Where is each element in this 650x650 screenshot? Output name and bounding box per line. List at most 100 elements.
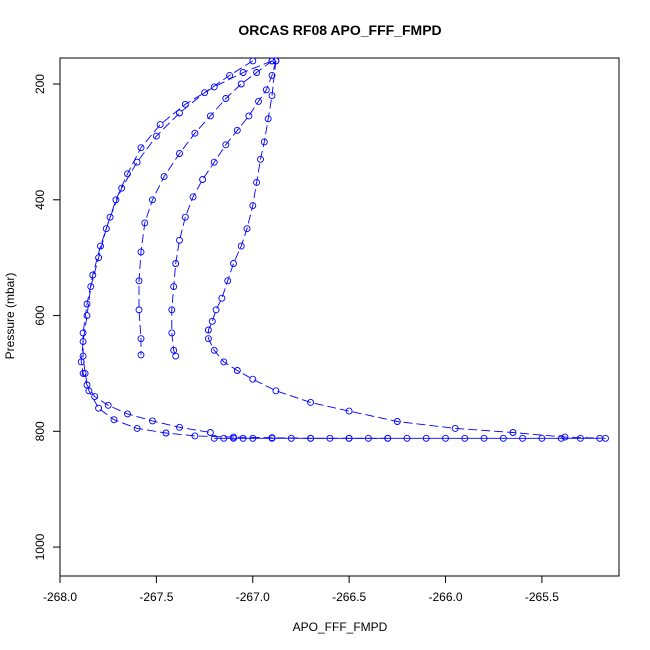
x-tick-label: -266.5 bbox=[332, 590, 366, 604]
data-point bbox=[176, 150, 183, 157]
data-point bbox=[141, 219, 149, 227]
data-point bbox=[168, 306, 176, 314]
data-point bbox=[210, 83, 218, 91]
data-point bbox=[112, 196, 120, 204]
data-point bbox=[201, 89, 209, 97]
data-point bbox=[509, 429, 517, 436]
data-point bbox=[403, 434, 411, 442]
x-axis: -268.0 -267.5 -267.0 -266.5 -266.0 -265.5 bbox=[43, 576, 559, 604]
data-point bbox=[137, 335, 145, 343]
data-point bbox=[104, 401, 112, 409]
data-point bbox=[137, 144, 145, 152]
y-axis-label: Pressure (mbar) bbox=[3, 273, 17, 360]
y-tick-label: 1000 bbox=[33, 533, 47, 560]
data-point bbox=[83, 312, 91, 320]
data-point bbox=[596, 434, 604, 442]
y-tick-label: 600 bbox=[33, 305, 47, 325]
data-point bbox=[576, 434, 584, 442]
data-point bbox=[91, 393, 99, 401]
series-line bbox=[82, 60, 388, 439]
data-point bbox=[160, 173, 168, 181]
data-point bbox=[224, 277, 232, 285]
data-point bbox=[226, 71, 234, 79]
data-point bbox=[124, 410, 131, 418]
data-point bbox=[268, 57, 276, 65]
data-point bbox=[268, 92, 276, 100]
data-point bbox=[135, 306, 143, 314]
data-point bbox=[222, 95, 230, 102]
data-point bbox=[137, 248, 145, 256]
data-point bbox=[239, 69, 247, 76]
data-point bbox=[181, 213, 189, 221]
series-line bbox=[171, 60, 277, 357]
data-point bbox=[189, 193, 197, 201]
data-point bbox=[243, 225, 251, 233]
data-point bbox=[245, 112, 253, 120]
data-point bbox=[118, 184, 126, 192]
data-point bbox=[345, 407, 353, 415]
data-point bbox=[152, 132, 160, 140]
data-point bbox=[210, 434, 218, 442]
y-tick-label: 200 bbox=[33, 74, 47, 94]
data-point bbox=[210, 346, 218, 354]
data-point bbox=[170, 283, 178, 291]
data-point bbox=[561, 433, 569, 441]
data-point bbox=[442, 434, 449, 442]
data-point bbox=[95, 404, 103, 412]
data-point bbox=[253, 178, 261, 186]
data-point bbox=[176, 109, 183, 117]
data-point bbox=[206, 112, 214, 120]
data-point bbox=[384, 434, 392, 442]
data-point bbox=[268, 434, 276, 442]
data-point bbox=[210, 158, 218, 166]
data-point bbox=[287, 434, 295, 442]
x-tick-label: -265.5 bbox=[525, 590, 559, 604]
data-point bbox=[499, 434, 507, 442]
data-point bbox=[191, 432, 199, 440]
data-point bbox=[181, 100, 189, 108]
plot-area bbox=[77, 57, 609, 442]
series-5 bbox=[210, 434, 604, 442]
data-point bbox=[83, 300, 91, 308]
data-point bbox=[133, 158, 141, 166]
data-point bbox=[249, 57, 257, 65]
data-point bbox=[204, 326, 212, 334]
data-point bbox=[262, 86, 270, 94]
series-line bbox=[207, 60, 606, 439]
data-point bbox=[461, 434, 469, 442]
data-point bbox=[110, 416, 118, 424]
x-tick-label: -267.5 bbox=[139, 590, 173, 604]
data-point bbox=[156, 121, 164, 129]
data-point bbox=[208, 317, 216, 325]
data-point bbox=[222, 141, 230, 149]
data-point bbox=[162, 429, 170, 437]
y-tick-label: 800 bbox=[33, 421, 47, 441]
data-point bbox=[204, 335, 212, 343]
data-point bbox=[233, 367, 241, 374]
data-point bbox=[79, 329, 87, 337]
chart-title: ORCAS RF08 APO_FFF_FMPD bbox=[238, 22, 441, 38]
series-3 bbox=[79, 57, 392, 442]
data-point bbox=[538, 434, 546, 442]
data-point bbox=[268, 71, 276, 79]
x-tick-label: -268.0 bbox=[43, 590, 77, 604]
data-point bbox=[364, 434, 372, 442]
y-tick-label: 400 bbox=[33, 189, 47, 209]
data-point bbox=[272, 387, 280, 395]
data-point bbox=[133, 424, 141, 432]
series-line bbox=[138, 60, 273, 355]
x-tick-label: -266.0 bbox=[429, 590, 463, 604]
data-point bbox=[206, 429, 214, 436]
data-point bbox=[233, 126, 241, 134]
data-point bbox=[220, 434, 228, 442]
x-tick-label: -267.0 bbox=[236, 590, 270, 604]
data-point bbox=[83, 381, 91, 389]
data-point bbox=[393, 418, 401, 425]
data-point bbox=[257, 155, 264, 163]
data-point bbox=[519, 434, 527, 442]
data-point bbox=[237, 242, 245, 250]
data-point bbox=[176, 236, 183, 244]
data-point bbox=[135, 277, 143, 285]
data-point bbox=[249, 202, 257, 210]
